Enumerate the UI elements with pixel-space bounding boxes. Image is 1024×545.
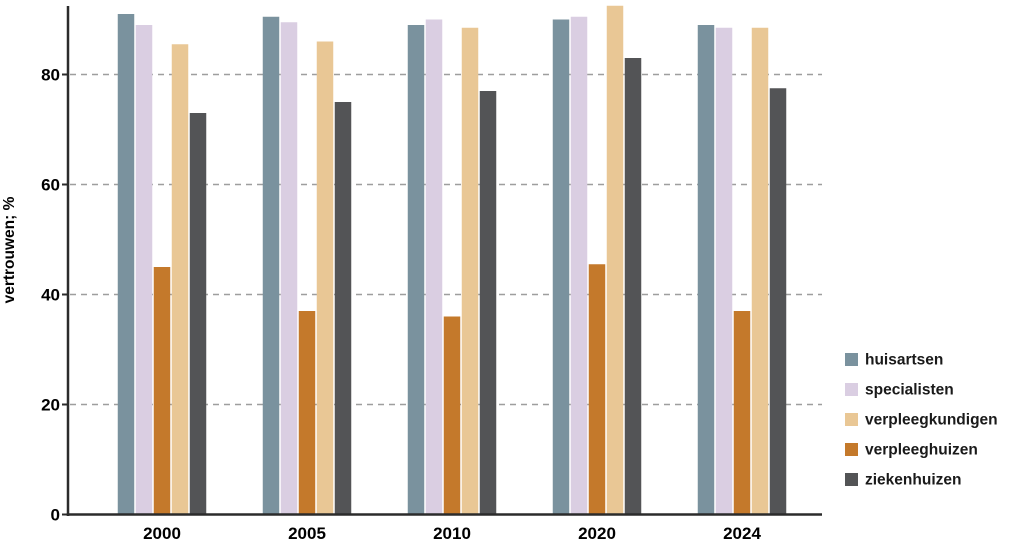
bar-verpleegkundigen-2020	[606, 5, 624, 515]
ytick-label-20: 20	[41, 396, 60, 415]
legend-item-huisartsen: huisartsen	[845, 352, 943, 369]
bar-verpleeghuizen-2024	[733, 311, 751, 515]
bar-specialisten-2024	[715, 27, 733, 515]
bar-huisartsen-2000	[117, 14, 135, 515]
bar-specialisten-2000	[135, 25, 153, 515]
xtick-label-2000: 2000	[143, 524, 181, 543]
bar-verpleeghuizen-2005	[298, 311, 316, 515]
bar-verpleegkundigen-2000	[171, 44, 189, 515]
ytick-label-40: 40	[41, 286, 60, 305]
legend-swatch-ziekenhuizen	[845, 473, 858, 486]
legend-item-specialisten: specialisten	[845, 382, 954, 399]
legend-label-specialisten: specialisten	[865, 382, 954, 399]
legend-label-verpleeghuizen: verpleeghuizen	[865, 442, 978, 459]
legend-label-huisartsen: huisartsen	[865, 352, 943, 369]
ytick-label-60: 60	[41, 176, 60, 195]
bar-specialisten-2010	[425, 19, 443, 515]
legend-swatch-huisartsen	[845, 353, 858, 366]
legend-item-verpleeghuizen: verpleeghuizen	[845, 442, 978, 459]
bar-verpleeghuizen-2020	[588, 264, 606, 515]
bar-ziekenhuizen-2024	[769, 88, 787, 515]
bar-verpleeghuizen-2000	[153, 267, 171, 515]
bar-ziekenhuizen-2020	[624, 58, 642, 515]
xtick-label-2024: 2024	[723, 524, 761, 543]
xtick-label-2020: 2020	[578, 524, 616, 543]
bar-huisartsen-2020	[552, 19, 570, 515]
bar-verpleeghuizen-2010	[443, 316, 461, 515]
bar-ziekenhuizen-2005	[334, 102, 352, 515]
xtick-label-2010: 2010	[433, 524, 471, 543]
ytick-label-0: 0	[51, 506, 60, 525]
bar-verpleegkundigen-2005	[316, 41, 334, 515]
legend-swatch-specialisten	[845, 383, 858, 396]
bar-huisartsen-2024	[697, 25, 715, 515]
legend-label-verpleegkundigen: verpleegkundigen	[865, 412, 998, 429]
legend-swatch-verpleegkundigen	[845, 413, 858, 426]
bar-ziekenhuizen-2000	[189, 113, 207, 515]
bar-huisartsen-2010	[407, 25, 425, 515]
legend-swatch-verpleeghuizen	[845, 443, 858, 456]
xtick-label-2005: 2005	[288, 524, 326, 543]
legend-label-ziekenhuizen: ziekenhuizen	[865, 472, 961, 489]
bar-ziekenhuizen-2010	[479, 91, 497, 515]
bar-specialisten-2005	[280, 22, 298, 515]
bar-verpleegkundigen-2024	[751, 27, 769, 515]
ytick-label-80: 80	[41, 66, 60, 85]
bar-huisartsen-2005	[262, 16, 280, 515]
bar-verpleegkundigen-2010	[461, 27, 479, 515]
legend-item-verpleegkundigen: verpleegkundigen	[845, 412, 998, 429]
bar-specialisten-2020	[570, 16, 588, 515]
y-axis-title: vertrouwen; %	[1, 196, 18, 303]
legend-item-ziekenhuizen: ziekenhuizen	[845, 472, 961, 489]
